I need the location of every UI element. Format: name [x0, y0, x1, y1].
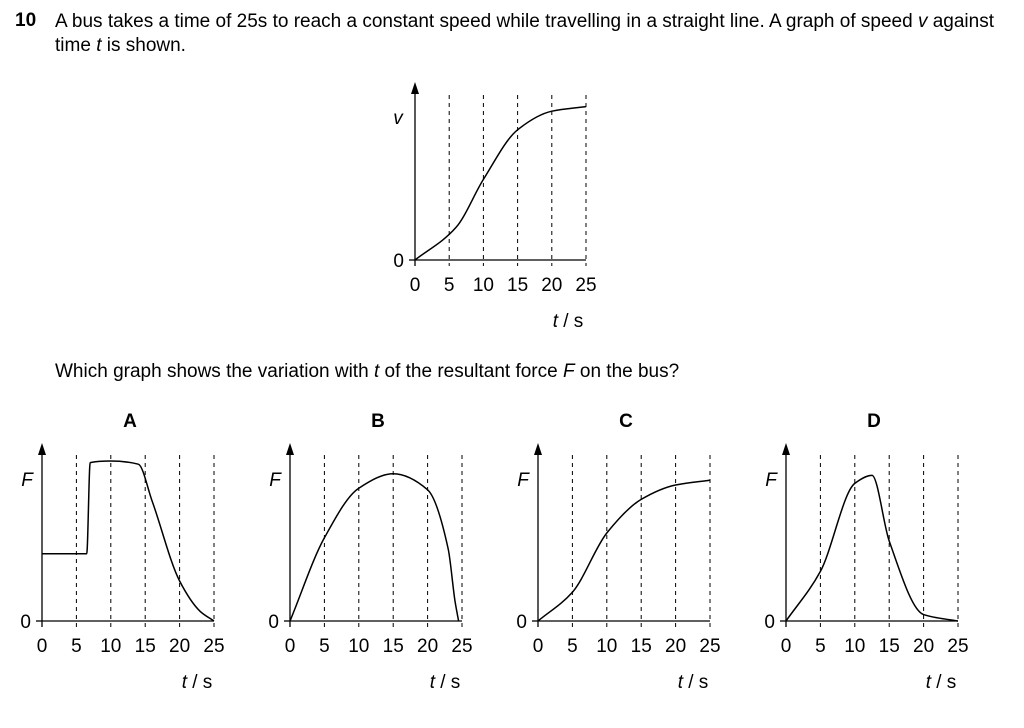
main-graph: 00 5 10 15 20 25 v t / s: [393, 82, 597, 332]
main-y-axis-arrow: [411, 82, 419, 94]
option-d-x-tick-label: 20: [913, 636, 934, 657]
option-a-x-tick-label: 0: [37, 636, 48, 657]
main-x-tick-label: 15: [507, 275, 528, 296]
option-d-x-tick-label: 5: [815, 636, 826, 657]
option-b-x-tick-label: 10: [348, 636, 369, 657]
option-c-x-tick-label: 15: [631, 636, 652, 657]
option-a-y-axis-arrow: [38, 443, 46, 455]
option-d-x-tick-label: 15: [879, 636, 900, 657]
question-prompt: Which graph shows the variation with t o…: [55, 361, 679, 383]
prompt-symbol-t: t: [373, 361, 380, 382]
option-c-y-label: F: [517, 470, 530, 491]
question-stem: A bus takes a time of 25s to reach a con…: [55, 10, 995, 58]
option-b-x-tick-label: 5: [319, 636, 330, 657]
option-d-x-label: t / s: [926, 672, 957, 693]
option-b-y-label: F: [269, 470, 282, 491]
option-d-x-tick-label: 0: [781, 636, 792, 657]
main-y-zero-label: 0: [393, 251, 404, 272]
prompt-text-2: of the resultant force: [379, 361, 563, 382]
option-c-x-tick-label: 5: [567, 636, 578, 657]
main-x-tick-label: 10: [473, 275, 494, 296]
option-c-x-label-var: t: [678, 672, 684, 693]
main-x-tick-label: 20: [541, 275, 562, 296]
main-x-label: t / s: [553, 311, 584, 332]
option-a-y-zero-label: 0: [20, 612, 31, 633]
stem-text-3: against time: [55, 11, 994, 56]
main-x-label-unit: / s: [558, 311, 583, 332]
option-d-option-letter: D: [867, 411, 881, 432]
option-c-x-tick-label: 20: [665, 636, 686, 657]
prompt-symbol-F: F: [562, 361, 575, 382]
stem-symbol-t: t: [96, 35, 102, 56]
option-c-x-tick-label: 25: [699, 636, 720, 657]
option-c-x-tick-label: 0: [533, 636, 544, 657]
option-d-x-tick-label: 25: [947, 636, 968, 657]
main-x-tick-label: 0: [410, 275, 421, 296]
option-c-graph: 00 5 10 15 20 25 Ft / s C: [516, 411, 720, 693]
stem-text-2: to reach a constant speed while travelli…: [267, 11, 918, 32]
option-a-x-label-unit: / s: [187, 672, 212, 693]
option-c-x-label: t / s: [678, 672, 709, 693]
option-c-x-tick-label: 10: [596, 636, 617, 657]
main-x-label-var: t: [553, 311, 559, 332]
option-b-x-label-unit: / s: [435, 672, 460, 693]
option-a-x-tick-label: 20: [169, 636, 190, 657]
option-c-y-zero-label: 0: [516, 612, 527, 633]
option-a-curve: [41, 460, 215, 622]
option-c-option-letter: C: [619, 411, 633, 432]
option-c-y-axis-arrow: [534, 443, 542, 455]
main-y-label: v: [393, 108, 404, 129]
option-a-x-label: t / s: [182, 672, 213, 693]
stem-symbol-v: v: [917, 11, 928, 32]
question-number: 10: [15, 10, 37, 31]
option-b-x-label: t / s: [430, 672, 461, 693]
option-d-x-label-var: t: [926, 672, 932, 693]
option-a-x-tick-label: 25: [203, 636, 224, 657]
option-b-graph: 00 5 10 15 20 25 Ft / s B: [268, 411, 472, 693]
main-curve: [414, 105, 587, 261]
option-b-option-letter: B: [371, 411, 385, 432]
option-b-x-label-var: t: [430, 672, 436, 693]
option-a-graph: 00 5 10 15 20 25 Ft / s A: [20, 411, 224, 693]
option-c-x-label-unit: / s: [683, 672, 708, 693]
option-a-y-label: F: [21, 470, 34, 491]
stem-text-4: is shown.: [101, 35, 186, 56]
option-b-y-zero-label: 0: [268, 612, 279, 633]
main-x-tick-label: 25: [575, 275, 596, 296]
main-x-tick-label: 5: [444, 275, 455, 296]
prompt-text-1: Which graph shows the variation with: [55, 361, 374, 382]
option-c-curve: [537, 479, 711, 622]
option-b-x-tick-label: 20: [417, 636, 438, 657]
option-d-y-label: F: [765, 470, 778, 491]
option-b-x-tick-label: 15: [383, 636, 404, 657]
option-b-x-tick-label: 25: [451, 636, 472, 657]
option-d-curve: [785, 474, 959, 622]
option-a-x-tick-label: 10: [100, 636, 121, 657]
option-d-y-zero-label: 0: [764, 612, 775, 633]
stem-unit: s: [257, 11, 268, 32]
option-d-y-axis-arrow: [782, 443, 790, 455]
option-d-x-tick-label: 10: [844, 636, 865, 657]
option-b-y-axis-arrow: [286, 443, 294, 455]
option-a-option-letter: A: [123, 411, 137, 432]
option-b-x-tick-label: 0: [285, 636, 296, 657]
option-a-x-label-var: t: [182, 672, 188, 693]
option-d-x-label-unit: / s: [931, 672, 956, 693]
stem-text-1: A bus takes a time of 25: [55, 11, 258, 32]
option-a-x-tick-label: 15: [135, 636, 156, 657]
option-b-curve: [289, 473, 460, 622]
option-a-x-tick-label: 5: [71, 636, 82, 657]
prompt-text-3: on the bus?: [574, 361, 680, 382]
option-d-graph: 00 5 10 15 20 25 Ft / s D: [764, 411, 968, 693]
